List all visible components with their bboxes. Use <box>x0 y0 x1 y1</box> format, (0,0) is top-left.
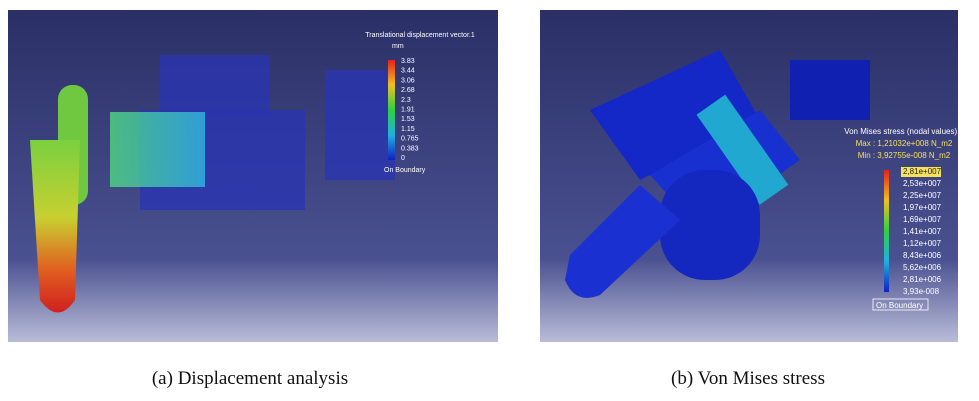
legend-value: 3.83 <box>401 58 415 65</box>
legend-value: 2,53e+007 <box>903 179 942 188</box>
boundary-label: On Boundary <box>384 167 426 174</box>
legend-title: Translational displacement vector.1 <box>365 32 475 39</box>
cylinder <box>660 170 760 280</box>
legend-value: 0 <box>401 155 405 162</box>
legend-value: 1,69e+007 <box>903 215 942 224</box>
panel-b: Von Mises stress (nodal values).1 Max : … <box>540 10 964 342</box>
legend-value: 0.765 <box>401 136 419 143</box>
legend-unit: mm <box>392 43 404 50</box>
legend-value: 8,43e+006 <box>903 251 942 260</box>
boundary-label: On Boundary <box>876 301 923 310</box>
legend-value: 1,97e+007 <box>903 203 942 212</box>
legend-values: 2,81e+007 2,53e+007 2,25e+007 1,97e+007 1,69… <box>901 167 942 296</box>
legend-value: 2.3 <box>401 97 411 104</box>
cylinder <box>110 112 205 187</box>
legend-min: Min : 3,92755e-008 N_m2 <box>858 151 951 160</box>
colorbar <box>884 170 889 292</box>
legend-value: 1.15 <box>401 126 415 133</box>
legend-max: Max : 1,21032e+008 N_m2 <box>856 139 953 148</box>
legend-value: 0.383 <box>401 145 419 152</box>
motor <box>790 60 870 120</box>
legend-value: 2,81e+007 <box>903 167 942 176</box>
legend-value: 1.91 <box>401 107 415 114</box>
legend-value: 3.06 <box>401 77 415 84</box>
housing <box>160 55 270 115</box>
legend-value: 2,25e+007 <box>903 191 942 200</box>
panel-a: Translational displacement vector.1 mm 3… <box>8 10 498 342</box>
legend-value: 1.53 <box>401 116 415 123</box>
legend-title: Von Mises stress (nodal values).1 <box>844 127 964 136</box>
legend-value: 1,12e+007 <box>903 239 942 248</box>
legend-value: 3,93e-008 <box>903 287 940 296</box>
caption: (b) Von Mises stress <box>671 368 825 389</box>
figure: Translational displacement vector.1 mm 3… <box>0 0 979 401</box>
legend-value: 5,62e+006 <box>903 263 942 272</box>
legend-value: 3.44 <box>401 68 415 75</box>
caption: (a) Displacement analysis <box>152 368 348 389</box>
motor <box>325 70 395 180</box>
colorbar <box>388 60 395 160</box>
legend-value: 2.68 <box>401 87 415 94</box>
legend-value: 1,41e+007 <box>903 227 942 236</box>
legend-value: 2,81e+006 <box>903 275 942 284</box>
